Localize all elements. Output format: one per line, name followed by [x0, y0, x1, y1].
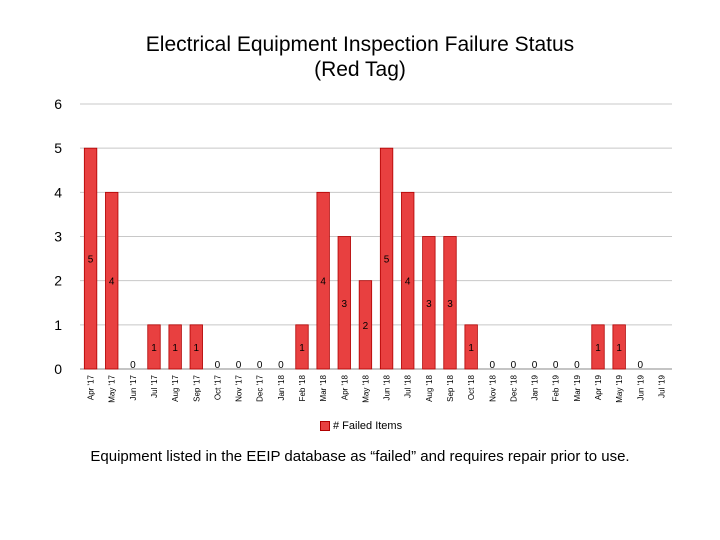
data-label: 0 — [574, 360, 580, 371]
data-label: 0 — [553, 360, 559, 371]
data-label: 2 — [363, 321, 369, 332]
data-label: 1 — [468, 343, 474, 354]
bar — [316, 191, 330, 370]
x-tick-label: Apr '17 — [87, 374, 96, 400]
bar — [83, 147, 98, 370]
chart-title-line-1: Electrical Equipment Inspection Failure … — [145, 33, 575, 56]
x-tick-label: Jan '18 — [277, 374, 286, 400]
data-label: 1 — [616, 343, 622, 354]
chart-footnote: Equipment listed in the EEIP database as… — [90, 448, 630, 465]
x-tick-label: Sep '17 — [192, 374, 201, 401]
data-label: 4 — [405, 277, 411, 288]
data-label: 3 — [342, 299, 348, 310]
bar — [337, 236, 351, 370]
data-label: 4 — [320, 277, 326, 288]
x-tick-label: May '18 — [361, 374, 370, 402]
data-label: 1 — [172, 343, 178, 354]
x-tick-label: Dec '17 — [256, 374, 265, 401]
data-label: 0 — [257, 360, 263, 371]
x-tick-label: Oct '18 — [467, 374, 476, 400]
x-tick-label: Nov '17 — [235, 374, 244, 401]
x-tick-label: Feb '19 — [552, 374, 561, 401]
x-tick-label: Feb '18 — [298, 374, 307, 401]
data-label: 4 — [109, 277, 115, 288]
x-tick-label: May '19 — [615, 374, 624, 402]
y-tick-label: 2 — [54, 273, 62, 289]
y-tick-label: 1 — [54, 317, 62, 333]
bar — [147, 324, 161, 370]
x-tick-label: May '17 — [108, 374, 117, 402]
x-tick-label: Apr '19 — [594, 374, 603, 400]
x-tick-label: Mar '19 — [573, 374, 582, 401]
x-tick-label: Jun '18 — [383, 374, 392, 400]
x-tick-label: Jul '19 — [657, 374, 666, 397]
x-tick-label: Jul '17 — [150, 374, 159, 397]
bar — [295, 324, 309, 370]
x-tick-label: Oct '17 — [213, 374, 222, 400]
bar-chart: 0 1 2 3 4 5 6 5 Apr '17 4 May '17 0 Jun '17 1 Jul '17 1… — [54, 96, 672, 403]
bar — [189, 324, 203, 370]
x-tick-label: Mar '18 — [319, 374, 328, 401]
x-tick-label: Sep '18 — [446, 374, 455, 401]
y-tick-label: 0 — [54, 361, 62, 377]
data-label: 0 — [638, 360, 644, 371]
bar — [464, 324, 478, 370]
bar — [443, 236, 457, 370]
data-label: 0 — [278, 360, 284, 371]
x-tick-label: Apr '18 — [340, 374, 349, 400]
x-tick-label: Jun '19 — [636, 374, 645, 400]
data-label: 5 — [88, 255, 94, 266]
data-label: 1 — [299, 343, 305, 354]
chart-legend: # Failed Items — [320, 420, 402, 432]
bar — [105, 191, 119, 370]
bar — [168, 324, 182, 370]
x-tick-label: Jul '18 — [404, 374, 413, 397]
bar — [612, 324, 626, 370]
chart-title: Electrical Equipment Inspection Failure … — [60, 32, 660, 82]
data-label: 0 — [236, 360, 242, 371]
x-tick-label: Jan '19 — [531, 374, 540, 400]
y-tick-label: 3 — [54, 229, 62, 245]
data-label: 0 — [215, 360, 221, 371]
chart-title-line-2: (Red Tag) — [314, 58, 406, 81]
data-label: 1 — [194, 343, 200, 354]
data-label: 3 — [426, 299, 432, 310]
legend-swatch — [320, 421, 330, 431]
bar — [358, 280, 373, 370]
data-label: 0 — [532, 360, 538, 371]
y-tick-label: 6 — [54, 96, 62, 112]
x-tick-label: Aug '18 — [425, 374, 434, 401]
data-label: 0 — [511, 360, 517, 371]
x-tick-label: Aug '17 — [171, 374, 180, 401]
data-label: 1 — [151, 343, 157, 354]
bar — [422, 236, 436, 370]
data-label: 5 — [384, 255, 390, 266]
data-label: 0 — [490, 360, 496, 371]
bar — [401, 191, 415, 370]
x-tick-label: Jun '17 — [129, 374, 138, 400]
bar — [379, 147, 394, 370]
x-tick-label: Dec '18 — [509, 374, 518, 401]
legend-label: # Failed Items — [333, 420, 403, 432]
bar — [591, 324, 605, 370]
data-label: 3 — [447, 299, 453, 310]
y-tick-label: 5 — [54, 140, 62, 156]
x-tick-label: Nov '18 — [488, 374, 497, 401]
y-tick-label: 4 — [54, 184, 62, 200]
data-label: 0 — [130, 360, 136, 371]
data-label: 1 — [595, 343, 601, 354]
